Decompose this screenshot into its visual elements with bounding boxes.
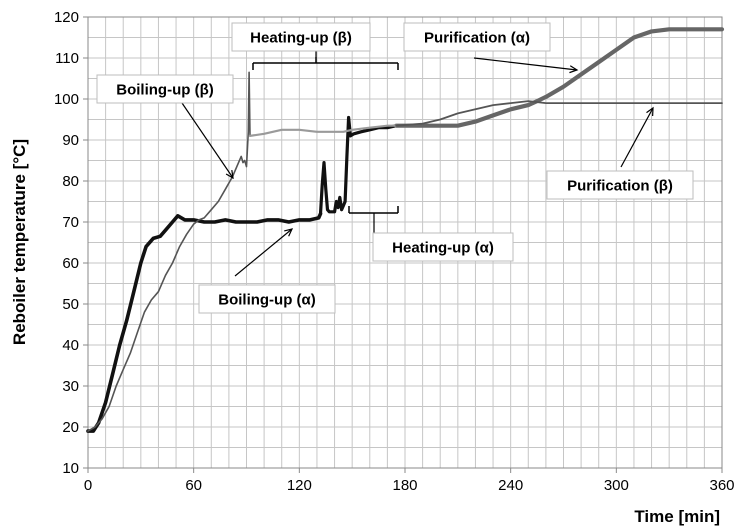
arrow-purification-alpha — [473, 57, 578, 71]
y-tick-label: 110 — [55, 50, 79, 67]
y-axis-label: Reboiler temperature [°C] — [10, 139, 29, 345]
y-tick-label: 120 — [54, 9, 79, 26]
annotation-box — [403, 22, 551, 52]
annotation-box — [372, 232, 514, 262]
brackets-and-arrows — [181, 43, 654, 277]
axis-ticks: 0 60 120 180 240 300 360 10 20 30 40 50 60 70 80 90 100 1… — [54, 9, 735, 494]
x-tick-label: 180 — [392, 477, 417, 494]
series-line-beta-boiling-up — [87, 71, 251, 432]
y-tick-label: 90 — [62, 132, 79, 149]
y-tick-label: 80 — [62, 173, 79, 190]
annotation-box — [231, 22, 371, 52]
x-tick-label: 360 — [709, 477, 734, 494]
arrow-boiling-up-alpha-head — [284, 228, 294, 237]
arrow-purification-beta — [620, 107, 654, 168]
x-tick-label: 60 — [185, 477, 202, 494]
series-line-alpha-purification — [394, 27, 725, 128]
annotation-label: Boiling-up (α) — [218, 292, 316, 309]
x-tick-label: 300 — [604, 477, 629, 494]
x-tick-label: 0 — [84, 477, 92, 494]
series-line-beta-heating-up — [248, 124, 398, 137]
series-group — [86, 27, 725, 433]
arrow-purification-alpha-head — [569, 65, 579, 74]
arrow-boiling-up-beta-head — [225, 169, 234, 180]
annotation-box — [96, 74, 234, 104]
arrow-boiling-up-alpha — [234, 228, 293, 277]
annotation-box — [198, 284, 336, 314]
x-tick-label: 120 — [287, 477, 312, 494]
series-line-alpha-heating-up — [318, 115, 398, 216]
y-tick-label: 20 — [62, 419, 79, 436]
y-tick-label: 60 — [62, 255, 79, 272]
annotation-box — [546, 170, 694, 200]
x-tick-label: 240 — [498, 477, 523, 494]
series-line-alpha-boiling-up — [86, 212, 323, 433]
y-tick-label: 30 — [62, 378, 79, 395]
x-axis-label: Time [min] — [634, 507, 720, 526]
annotation-label: Purification (β) — [567, 178, 673, 195]
arrow-purification-beta-head — [646, 106, 654, 117]
annotation-label: Purification (α) — [424, 30, 530, 47]
y-tick-label: 100 — [54, 91, 79, 108]
y-tick-label: 10 — [62, 460, 79, 477]
arrow-boiling-up-beta — [181, 102, 234, 179]
annotation-label: Heating-up (α) — [392, 240, 494, 257]
y-tick-label: 70 — [62, 214, 79, 231]
y-tick-label: 40 — [62, 337, 79, 354]
annotations: Heating-up (β) Purification (α) Boiling-up… — [96, 22, 694, 314]
series-line-beta-purification — [395, 100, 723, 127]
annotation-label: Boiling-up (β) — [116, 82, 213, 99]
y-tick-label: 50 — [62, 296, 79, 313]
annotation-label: Heating-up (β) — [250, 30, 352, 47]
